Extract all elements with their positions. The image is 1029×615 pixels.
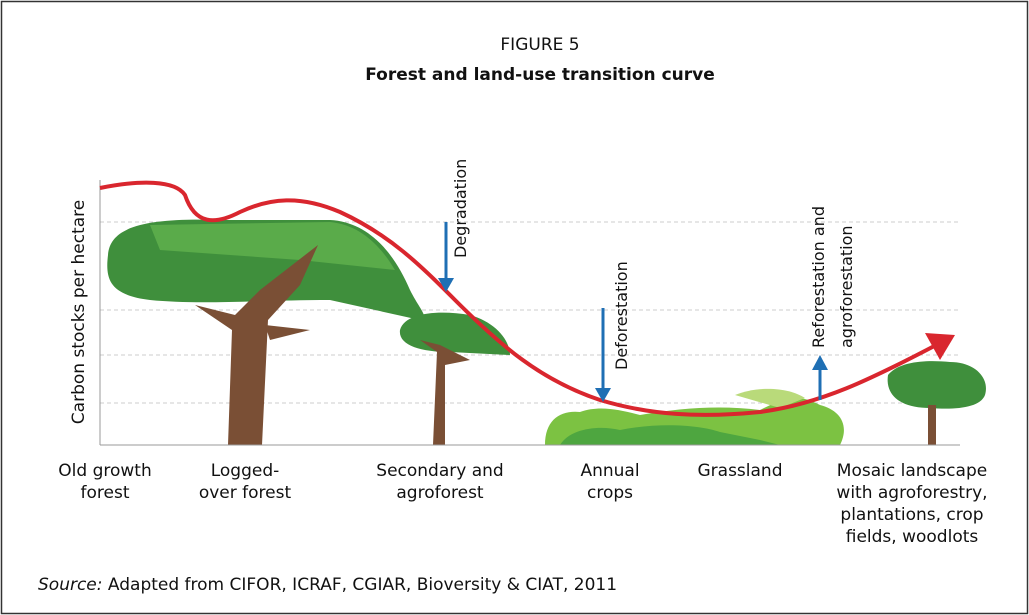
stage-label: Annual (580, 461, 639, 481)
stage-label: with agroforestry, (836, 483, 987, 503)
stage-label: Old growth (58, 461, 151, 481)
stage-label: Mosaic landscape (837, 461, 987, 481)
y-axis-label: Carbon stocks per hectare (69, 200, 89, 424)
stage-label: Logged- (211, 461, 280, 481)
figure-title: Forest and land-use transition curve (365, 65, 715, 85)
figure: FIGURE 5 Forest and land-use transition … (0, 0, 1029, 615)
stage-label: agroforest (396, 483, 484, 503)
source-prefix: Source: (38, 575, 103, 595)
stage-label: over forest (199, 483, 292, 503)
stage-label: Grassland (698, 461, 783, 481)
source: Source: Adapted from CIFOR, ICRAF, CGIAR… (38, 575, 617, 595)
stage-label: Secondary and (376, 461, 503, 481)
annotation: Deforestation (612, 261, 631, 370)
source-text: Adapted from CIFOR, ICRAF, CGIAR, Biover… (108, 575, 617, 595)
figure-label: FIGURE 5 (500, 35, 579, 55)
annotation: agroforestation (837, 225, 856, 348)
annotation: Reforestation and (809, 206, 828, 348)
stage-label: plantations, crop (840, 505, 983, 525)
annotation: Degradation (451, 159, 470, 258)
stage-label: crops (587, 483, 633, 503)
stage-label: forest (81, 483, 130, 503)
stage-label: fields, woodlots (846, 527, 979, 547)
